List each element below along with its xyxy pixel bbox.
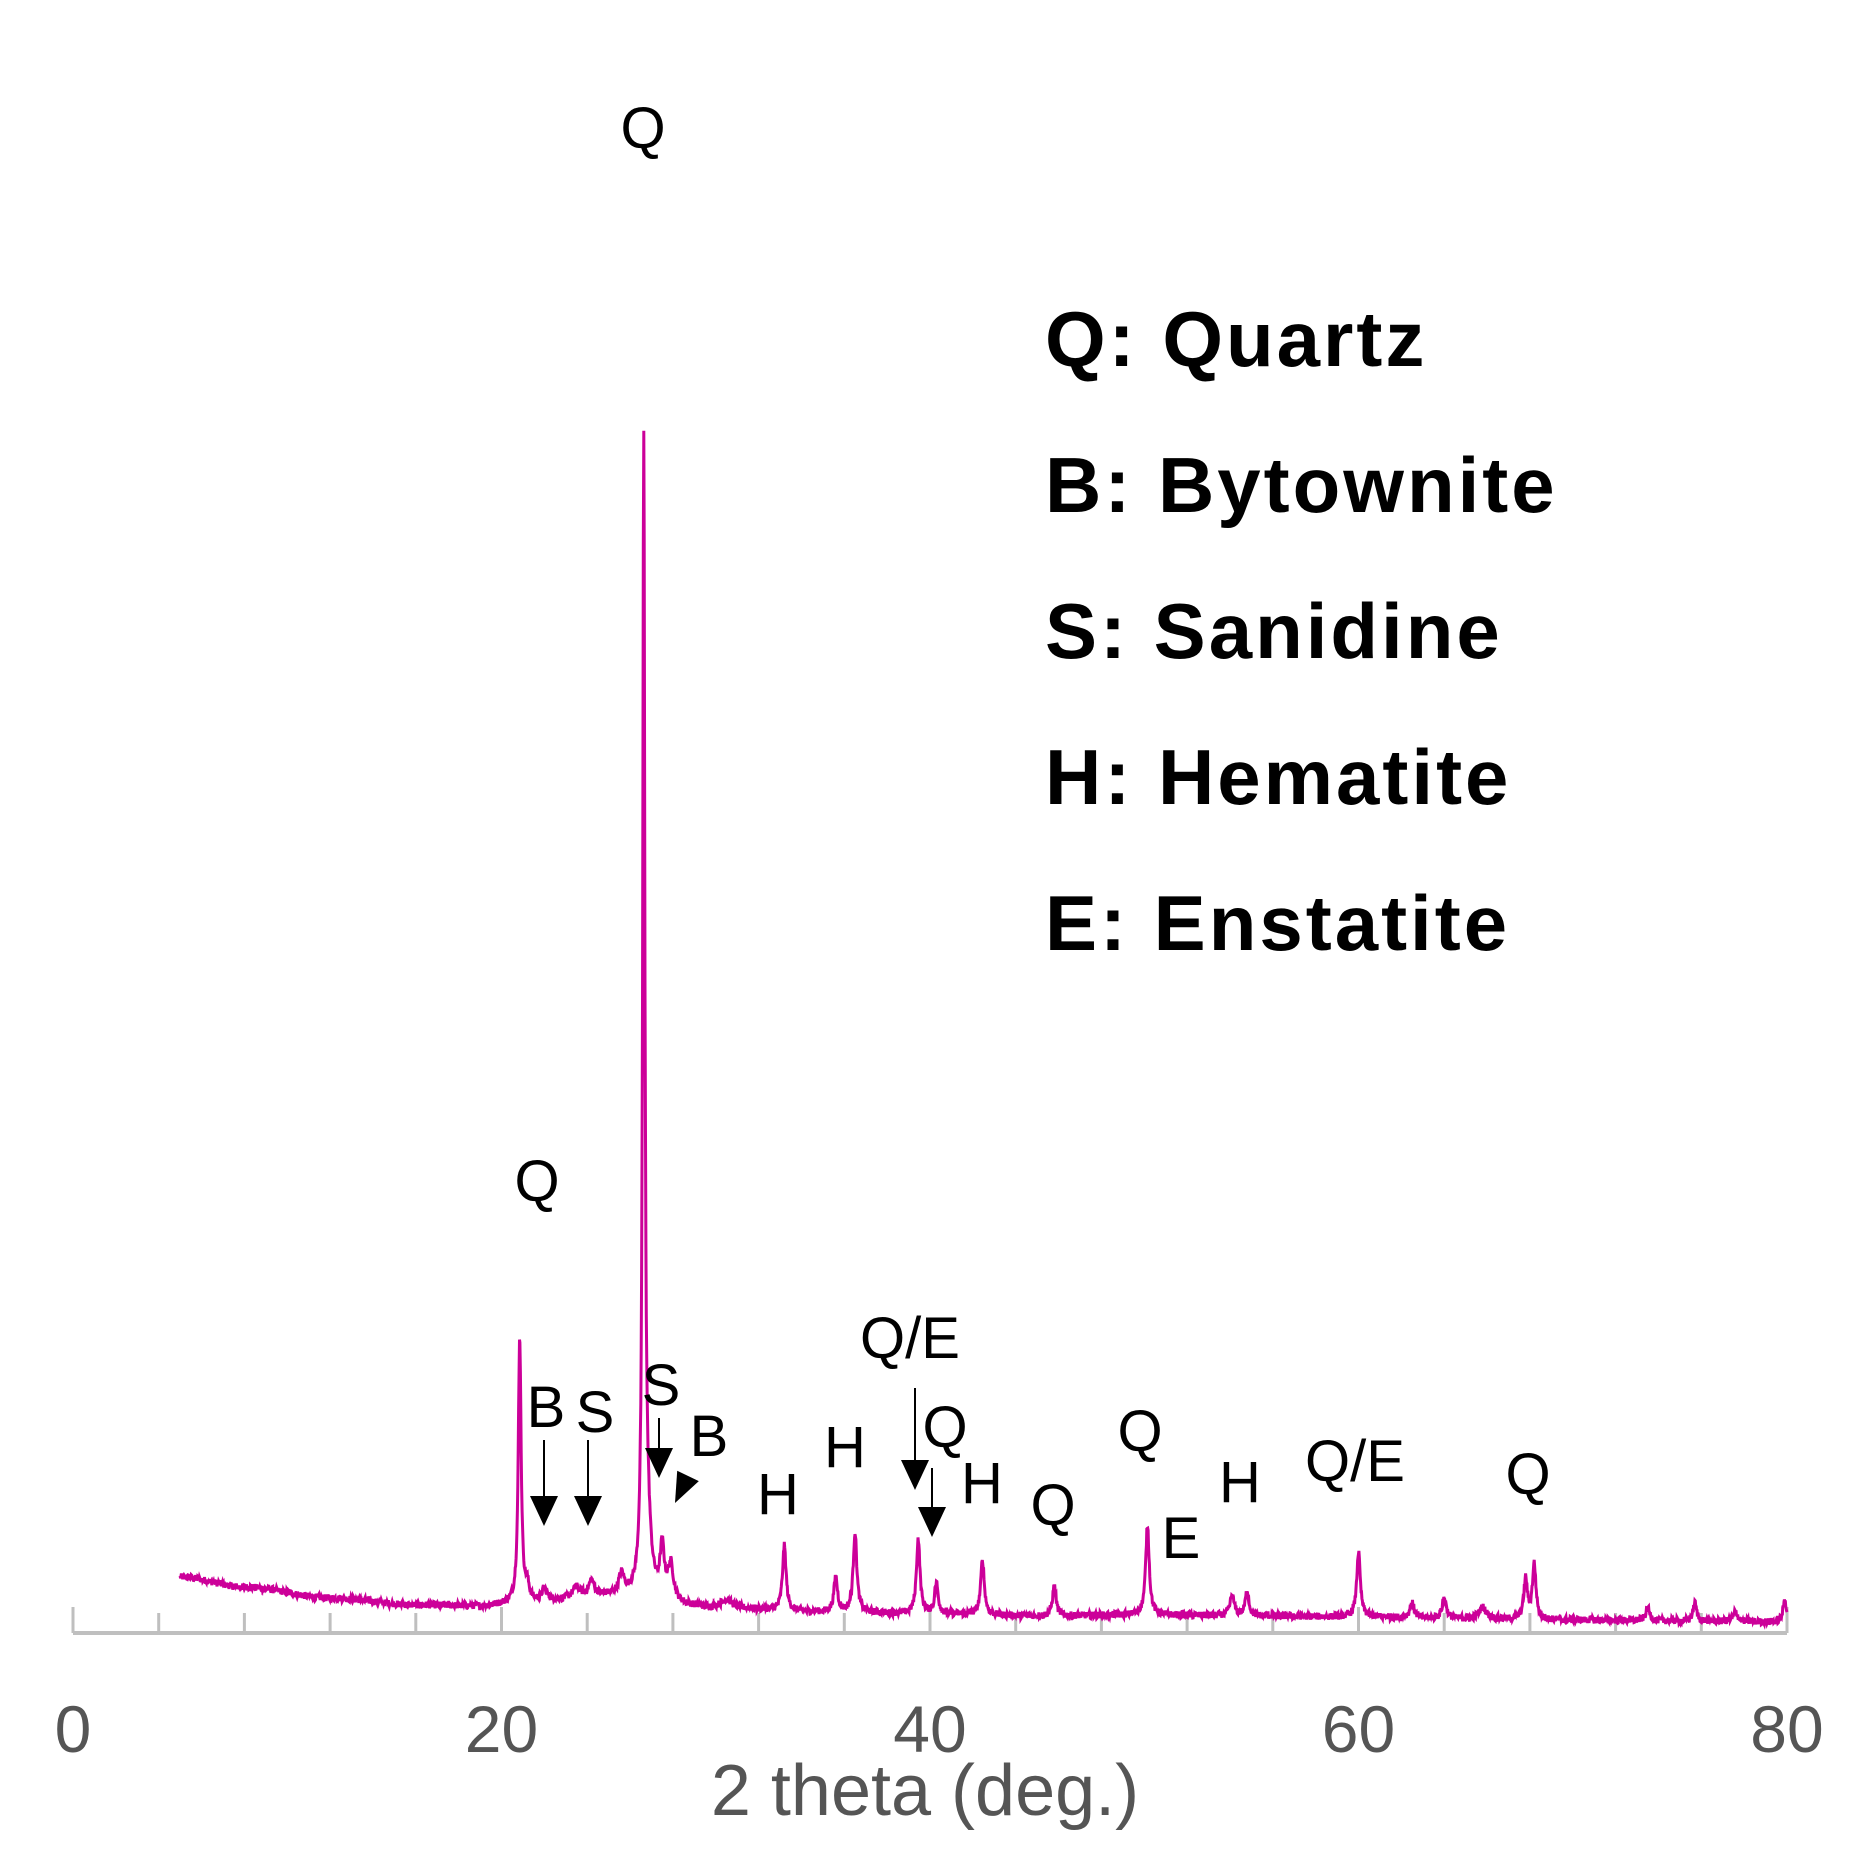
peak-label: H <box>824 1415 866 1480</box>
arrow-head <box>675 1470 699 1503</box>
x-tick-label: 40 <box>893 1692 966 1766</box>
legend-entry-bytownite: B: Bytownite <box>1045 441 1558 529</box>
arrow-head <box>901 1460 929 1490</box>
peak-label: B <box>527 1375 566 1440</box>
legend: Q: Quartz B: Bytownite S: Sanidine H: He… <box>1045 295 1558 967</box>
x-tick-labels: 0 20 40 60 80 <box>55 1692 1824 1766</box>
legend-entry-sanidine: S: Sanidine <box>1045 587 1503 675</box>
peak-label: Q <box>1117 1399 1162 1464</box>
x-tick-label: 80 <box>1750 1692 1823 1766</box>
arrow-head <box>574 1496 602 1526</box>
x-tick-label: 20 <box>465 1692 538 1766</box>
peak-label: B <box>690 1404 729 1469</box>
peak-label: Q <box>620 96 665 161</box>
peak-label: E <box>1162 1506 1201 1571</box>
peak-label: S <box>642 1353 681 1418</box>
peak-label: S <box>576 1380 615 1445</box>
legend-entry-enstatite: E: Enstatite <box>1045 879 1510 967</box>
legend-entry-hematite: H: Hematite <box>1045 733 1511 821</box>
x-tick-label: 60 <box>1322 1692 1395 1766</box>
arrow-head <box>530 1496 558 1526</box>
peak-label: H <box>1219 1450 1261 1515</box>
peak-label: H <box>961 1451 1003 1516</box>
arrow-head <box>645 1448 673 1478</box>
legend-entry-quartz: Q: Quartz <box>1045 295 1427 383</box>
peak-label: Q/E <box>1305 1429 1405 1494</box>
x-tick-label: 0 <box>55 1692 92 1766</box>
peak-label: Q <box>514 1149 559 1214</box>
peak-label: Q/E <box>860 1306 960 1371</box>
peak-label: Q <box>1505 1442 1550 1507</box>
peak-label: Q <box>1030 1473 1075 1538</box>
peak-label: Q <box>922 1395 967 1460</box>
arrow-head <box>918 1507 946 1537</box>
peak-label: H <box>757 1462 799 1527</box>
xrd-series-line <box>178 430 1789 1630</box>
x-axis-title: 2 theta (deg.) <box>711 1751 1139 1831</box>
